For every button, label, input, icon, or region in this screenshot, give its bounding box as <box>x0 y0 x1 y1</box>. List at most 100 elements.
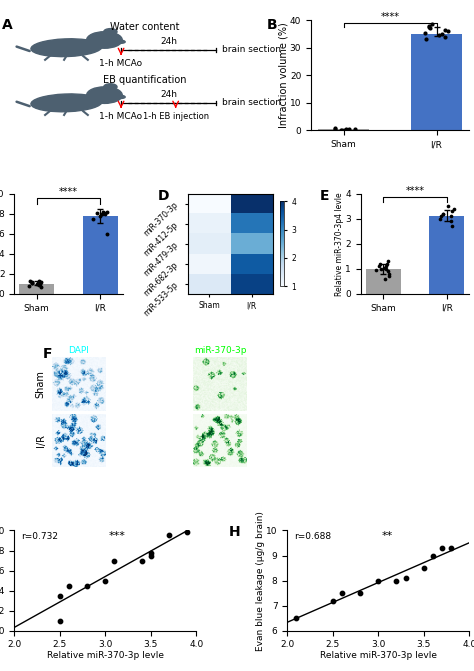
Point <box>292 613 300 623</box>
Point <box>332 123 339 134</box>
Point <box>374 575 382 586</box>
Text: ****: **** <box>381 12 400 22</box>
Point <box>447 216 455 227</box>
Text: 1-h MCAo: 1-h MCAo <box>100 59 143 68</box>
Text: DAPI: DAPI <box>69 346 90 355</box>
Point <box>402 573 410 584</box>
Point <box>337 124 345 135</box>
Point <box>373 264 380 275</box>
Point <box>147 550 155 561</box>
Point <box>383 264 390 274</box>
Text: A: A <box>2 18 13 32</box>
Point <box>27 276 34 287</box>
Point <box>384 266 392 276</box>
Point <box>110 555 118 566</box>
Text: H: H <box>229 525 241 539</box>
Text: r=0.688: r=0.688 <box>294 533 332 541</box>
Text: F: F <box>43 348 52 362</box>
Point <box>89 213 96 224</box>
Point <box>332 123 339 134</box>
Circle shape <box>87 87 122 103</box>
Point <box>83 580 91 591</box>
Point <box>438 543 446 554</box>
Point <box>375 261 383 272</box>
Point <box>93 207 101 218</box>
Point <box>97 210 104 221</box>
Text: 24h: 24h <box>160 90 177 99</box>
Point <box>436 213 444 224</box>
Point <box>356 588 364 599</box>
Point <box>28 276 36 287</box>
Point <box>450 203 457 214</box>
Point <box>36 276 43 287</box>
Text: ****: **** <box>406 186 425 196</box>
Point <box>100 207 107 218</box>
Point <box>428 19 436 30</box>
Point <box>439 208 447 219</box>
Text: brain section: brain section <box>222 46 281 54</box>
Point <box>448 206 456 217</box>
Point <box>138 555 146 566</box>
Point <box>425 20 433 31</box>
Text: ***: *** <box>109 531 126 541</box>
Bar <box>366 269 401 294</box>
Text: D: D <box>158 189 169 203</box>
Circle shape <box>104 84 117 90</box>
Text: 1-h MCAo: 1-h MCAo <box>100 111 143 121</box>
X-axis label: Relative miR-370-3p levle: Relative miR-370-3p levle <box>47 651 164 660</box>
Text: Sham: Sham <box>36 370 46 398</box>
Point <box>65 580 73 591</box>
Point <box>98 208 106 219</box>
Point <box>37 281 45 292</box>
Text: EB quantification: EB quantification <box>103 75 187 85</box>
Point <box>438 29 446 40</box>
Circle shape <box>87 32 122 48</box>
Point <box>376 258 383 269</box>
Point <box>346 123 353 134</box>
Point <box>382 261 390 272</box>
Y-axis label: Infraction volume (%): Infraction volume (%) <box>278 22 288 128</box>
Point <box>378 264 385 274</box>
X-axis label: Relative miR-370-3p levle: Relative miR-370-3p levle <box>320 651 437 660</box>
Point <box>429 550 437 561</box>
Bar <box>318 129 369 130</box>
Bar <box>19 284 54 294</box>
Point <box>441 24 448 35</box>
Point <box>183 527 191 538</box>
Text: 1-h EB injection: 1-h EB injection <box>143 111 209 121</box>
Y-axis label: Relative miR-370-3p4 levle: Relative miR-370-3p4 levle <box>335 192 344 295</box>
Point <box>444 201 452 211</box>
Point <box>448 221 456 231</box>
Point <box>435 30 443 41</box>
Point <box>103 206 110 217</box>
Point <box>147 547 155 558</box>
Point <box>384 256 392 266</box>
Point <box>351 124 358 135</box>
Point <box>392 575 400 586</box>
Circle shape <box>104 29 117 35</box>
Text: **: ** <box>382 531 393 541</box>
Point <box>444 25 452 36</box>
Text: E: E <box>320 189 329 203</box>
Y-axis label: Evan blue leakage (μg/g brain): Evan blue leakage (μg/g brain) <box>255 511 264 651</box>
Point <box>425 21 433 32</box>
Point <box>101 208 109 219</box>
Point <box>442 32 449 42</box>
Point <box>101 575 109 586</box>
Point <box>28 277 36 288</box>
Point <box>342 123 350 134</box>
Point <box>385 271 393 282</box>
Point <box>56 590 64 601</box>
Point <box>380 262 387 273</box>
Point <box>439 208 447 219</box>
Point <box>36 278 44 289</box>
Text: 24h: 24h <box>160 37 177 46</box>
Text: ****: **** <box>59 187 78 197</box>
Text: Water content: Water content <box>110 22 180 32</box>
Ellipse shape <box>115 95 125 99</box>
Text: brain section: brain section <box>222 99 281 107</box>
Point <box>381 274 389 285</box>
Ellipse shape <box>115 40 125 44</box>
Point <box>37 276 45 287</box>
Point <box>28 277 36 288</box>
